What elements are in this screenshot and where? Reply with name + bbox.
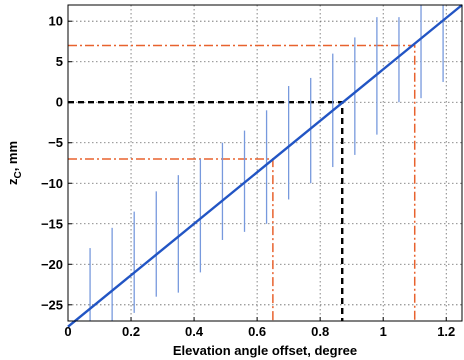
- y-tick-label: −5: [48, 135, 63, 150]
- y-axis-label: zC, mm: [5, 141, 24, 185]
- y-axis-ticks: −25 −20 −15 −10 −5 0 5 10: [41, 14, 72, 312]
- y-axis-label-suffix: , mm: [5, 141, 20, 171]
- y-tick-label: 10: [49, 14, 63, 29]
- y-axis-label-main: z: [5, 178, 20, 185]
- y-tick-label: −20: [41, 257, 63, 272]
- grid: [68, 5, 462, 321]
- fit-line: [67, 4, 463, 328]
- y-tick-label: −25: [41, 297, 63, 312]
- x-tick-label: 0.6: [248, 324, 266, 339]
- y-tick-label: 5: [56, 54, 63, 69]
- y-tick-label: −15: [41, 216, 63, 231]
- x-tick-label: 0.4: [185, 324, 204, 339]
- y-axis-label-subscript: C: [13, 171, 24, 178]
- y-tick-label: −10: [41, 176, 63, 191]
- x-axis-ticks: 0 0.2 0.4 0.6 0.8 1 1.2: [64, 317, 455, 339]
- error-bars: [89, 5, 444, 321]
- reference-line: [68, 44, 416, 321]
- x-tick-label: 0.8: [311, 324, 329, 339]
- fit-line-group: [67, 4, 463, 328]
- x-axis-label: Elevation angle offset, degree: [173, 343, 357, 358]
- x-tick-label: 1: [380, 324, 387, 339]
- x-tick-label: 0: [64, 324, 71, 339]
- y-tick-label: 0: [56, 95, 63, 110]
- plot-frame: [67, 4, 463, 322]
- x-tick-label: 0.2: [122, 324, 140, 339]
- x-tick-label: 1.2: [437, 324, 455, 339]
